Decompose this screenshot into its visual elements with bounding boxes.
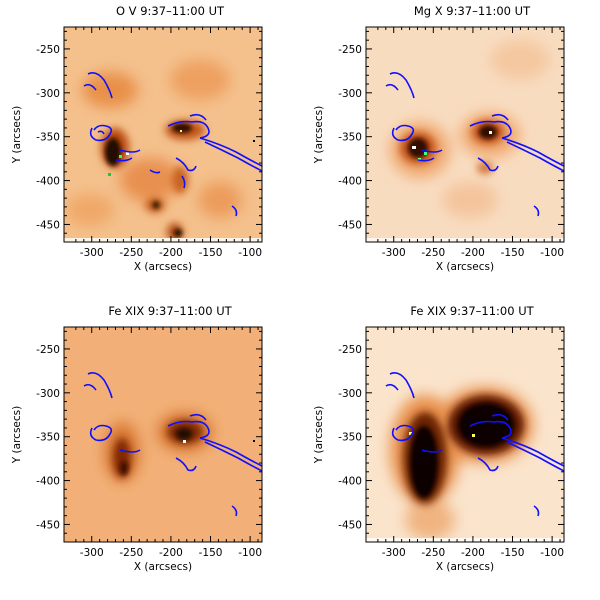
- x-tick-label: -100: [540, 547, 564, 559]
- solar-image: [366, 27, 564, 242]
- y-axis-label: Y (arcsecs): [313, 106, 325, 164]
- x-axis-label: X (arcsecs): [436, 261, 494, 273]
- y-tick-label: -450: [36, 519, 60, 531]
- panel-axes: -300 -250 -200 -150 -100 -250 -300 -350 -400 -450…: [11, 27, 262, 273]
- x-tick-label: -100: [238, 547, 262, 559]
- x-tick-label: -200: [159, 247, 183, 259]
- panel-ov: O V 9:37–11:00 UT: [63, 4, 263, 243]
- x-tick-label: -150: [199, 547, 223, 559]
- x-tick-label: -250: [421, 547, 445, 559]
- y-tick-label: -250: [36, 344, 60, 356]
- panel-fexix-a: Fe XIX 9:37–11:00 UT: [63, 304, 263, 543]
- x-tick-label: -200: [159, 547, 183, 559]
- y-tick-label: -300: [36, 88, 60, 100]
- solar-image: [64, 327, 262, 542]
- y-tick-label: -350: [36, 432, 60, 444]
- x-axis-label: X (arcsecs): [134, 561, 192, 573]
- y-tick-label: -450: [36, 219, 60, 231]
- y-axis-label: Y (arcsecs): [313, 406, 325, 464]
- panel-mgx: Mg X 9:37–11:00 UT: [365, 4, 565, 243]
- x-tick-label: -250: [119, 247, 143, 259]
- panel-axes: -300 -250 -200 -150 -100 -250 -300 -350 -400 -450…: [313, 327, 564, 573]
- y-tick-label: -350: [36, 132, 60, 144]
- panel-axes: -300 -250 -200 -150 -100 -250 -300 -350 -400 -450…: [11, 327, 262, 573]
- x-tick-label: -300: [80, 247, 104, 259]
- y-tick-label: -250: [338, 44, 362, 56]
- axes-layer: -300 -250 -200 -150 -100 -250 -300 -350 -400 -450…: [11, 27, 564, 573]
- magnetic-contours: [385, 72, 564, 217]
- y-tick-label: -400: [338, 476, 362, 488]
- panel-title: O V 9:37–11:00 UT: [116, 4, 225, 18]
- panel-axes: -300 -250 -200 -150 -100 -250 -300 -350 -400 -450…: [313, 27, 564, 273]
- y-axis-label: Y (arcsecs): [11, 106, 23, 164]
- solar-image: [366, 327, 564, 542]
- x-tick-label: -200: [461, 247, 485, 259]
- y-tick-label: -250: [36, 44, 60, 56]
- x-tick-label: -250: [421, 247, 445, 259]
- magnetic-contours: [83, 372, 262, 517]
- magnetic-contours: [83, 72, 262, 217]
- y-tick-label: -400: [36, 476, 60, 488]
- x-tick-label: -150: [199, 247, 223, 259]
- y-tick-label: -350: [338, 432, 362, 444]
- x-tick-label: -300: [382, 247, 406, 259]
- x-tick-label: -100: [540, 247, 564, 259]
- panel-title: Fe XIX 9:37–11:00 UT: [108, 304, 232, 318]
- y-tick-label: -450: [338, 519, 362, 531]
- y-axis-label: Y (arcsecs): [11, 406, 23, 464]
- y-tick-label: -300: [338, 388, 362, 400]
- x-tick-label: -100: [238, 247, 262, 259]
- y-tick-label: -350: [338, 132, 362, 144]
- solar-image: [64, 27, 262, 242]
- y-tick-label: -250: [338, 344, 362, 356]
- x-tick-label: -200: [461, 547, 485, 559]
- x-tick-label: -300: [80, 547, 104, 559]
- y-tick-label: -300: [36, 388, 60, 400]
- x-tick-label: -250: [119, 547, 143, 559]
- magnetic-contours: [385, 372, 564, 517]
- y-tick-label: -400: [36, 176, 60, 188]
- y-tick-label: -300: [338, 88, 362, 100]
- x-axis-label: X (arcsecs): [134, 261, 192, 273]
- y-tick-label: -400: [338, 176, 362, 188]
- x-tick-label: -300: [382, 547, 406, 559]
- panel-fexix-b: Fe XIX 9:37–11:00 UT: [365, 304, 565, 543]
- panel-title: Mg X 9:37–11:00 UT: [414, 4, 531, 18]
- x-tick-label: -150: [501, 247, 525, 259]
- y-tick-label: -450: [338, 219, 362, 231]
- x-axis-label: X (arcsecs): [436, 561, 494, 573]
- panel-title: Fe XIX 9:37–11:00 UT: [410, 304, 534, 318]
- x-tick-label: -150: [501, 547, 525, 559]
